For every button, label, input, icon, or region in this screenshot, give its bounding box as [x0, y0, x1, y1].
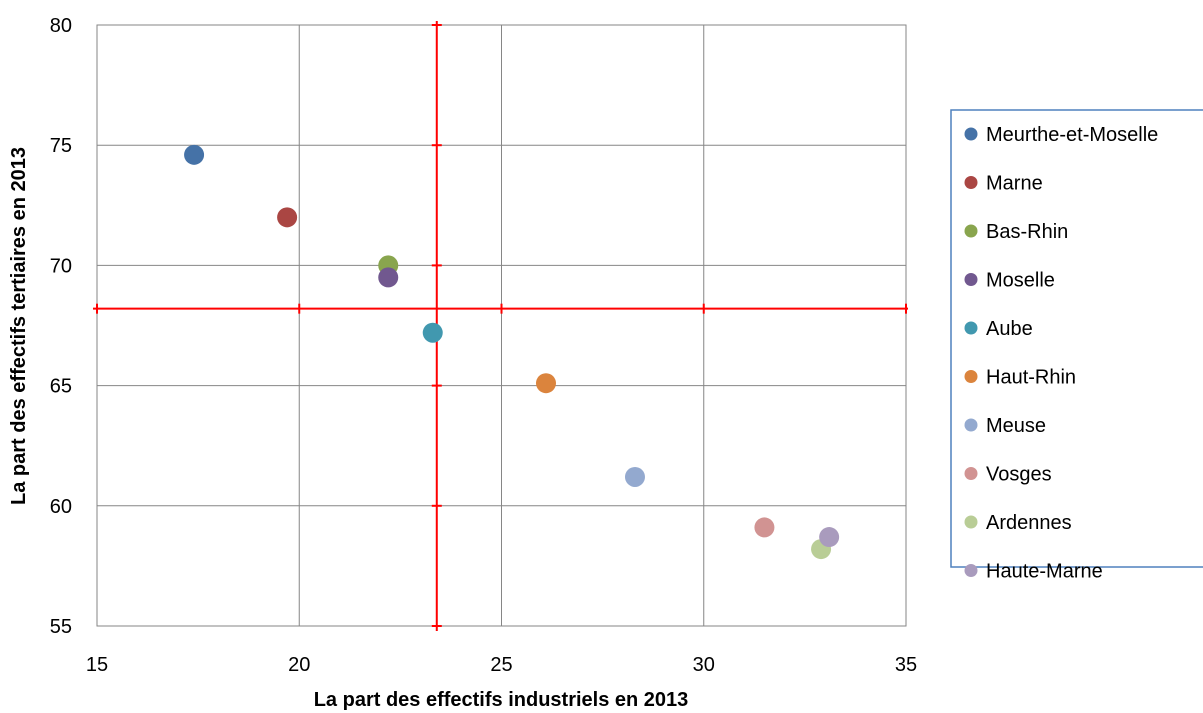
- y-tick-labels: 55 60 65 70 75 80: [50, 15, 72, 638]
- legend-label: Vosges: [986, 464, 1052, 486]
- y-tick-label: 65: [50, 376, 72, 398]
- legend-items: Meurthe-et-Moselle Marne Bas-Rhin Moselle Au…: [964, 124, 1158, 583]
- legend-label: Meurthe-et-Moselle: [986, 124, 1158, 146]
- legend-marker: [964, 515, 978, 529]
- data-point: [754, 517, 775, 538]
- data-point: [422, 322, 443, 343]
- legend-marker: [964, 370, 978, 383]
- legend-label: Ardennes: [986, 512, 1072, 534]
- data-point: [624, 466, 645, 487]
- x-tick-label: 30: [693, 654, 715, 676]
- x-tick-labels: 15 20 25 30 35: [86, 654, 917, 676]
- data-point: [535, 373, 556, 394]
- legend-marker: [964, 176, 978, 189]
- data-point: [277, 207, 298, 228]
- data-point: [378, 267, 399, 288]
- legend-label: Meuse: [986, 415, 1046, 437]
- legend-marker: [964, 224, 978, 238]
- legend-label: Aube: [986, 318, 1033, 340]
- legend-label: Moselle: [986, 270, 1055, 292]
- legend-marker: [964, 127, 978, 141]
- data-point: [184, 144, 205, 165]
- y-tick-label: 75: [50, 135, 72, 157]
- y-tick-label: 60: [50, 496, 72, 518]
- y-tick-label: 55: [50, 616, 72, 638]
- legend-label: Haute-Marne: [986, 561, 1103, 583]
- x-tick-label: 20: [288, 654, 310, 676]
- legend-marker: [964, 418, 978, 432]
- x-axis-title: La part des effectifs industriels en 201…: [314, 689, 689, 711]
- legend-label: Marne: [986, 173, 1043, 195]
- legend: Meurthe-et-Moselle Marne Bas-Rhin Moselle Au…: [950, 109, 1203, 583]
- legend-label: Haut-Rhin: [986, 367, 1076, 389]
- legend-marker: [964, 467, 978, 480]
- gridlines: [96, 24, 907, 627]
- legend-label: Bas-Rhin: [986, 221, 1068, 243]
- legend-marker: [964, 564, 978, 577]
- x-tick-label: 35: [895, 654, 917, 676]
- y-axis-title: La part des effectifs tertiaires en 2013: [8, 147, 30, 505]
- legend-marker: [964, 273, 978, 286]
- y-tick-label: 80: [50, 15, 72, 37]
- legend-marker: [964, 321, 978, 335]
- x-tick-label: 25: [490, 654, 512, 676]
- data-point: [819, 527, 840, 548]
- legend-box: [950, 109, 1203, 568]
- data-points: [184, 144, 840, 560]
- y-tick-label: 70: [50, 255, 72, 277]
- x-tick-label: 15: [86, 654, 108, 676]
